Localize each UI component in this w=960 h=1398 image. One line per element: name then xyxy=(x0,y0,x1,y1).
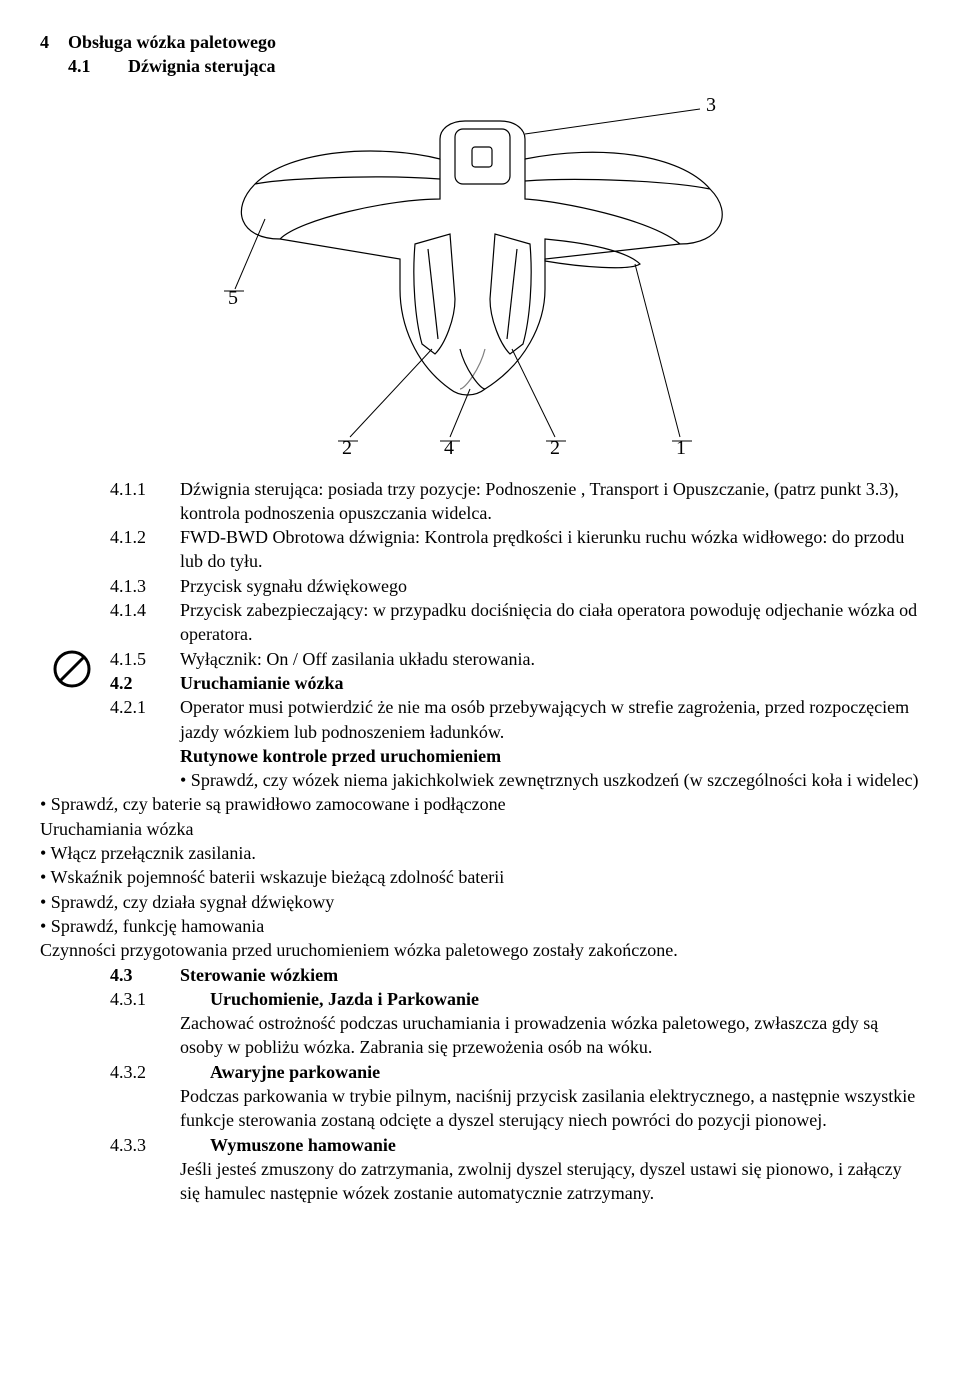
section-41-header: 4.1 Dźwignia sterująca xyxy=(68,54,920,78)
prohibition-icon xyxy=(52,649,94,695)
item-432-title: Awaryjne parkowanie xyxy=(210,1060,920,1084)
item-412-num: 4.1.2 xyxy=(110,525,180,574)
section-4-title: Obsługa wózka paletowego xyxy=(68,30,920,54)
item-413-txt: Przycisk sygnału dźwiękowego xyxy=(180,574,920,598)
callout-3: 3 xyxy=(706,94,716,116)
callout-2l: 2 xyxy=(342,437,352,459)
start-bullet-3: • Sprawdź, czy działa sygnał dźwiękowy xyxy=(40,890,920,914)
prohibit-row: 4.1.5 Wyłącznik: On / Off zasilania ukła… xyxy=(40,647,920,793)
item-432-header: 4.3.2 Awaryjne parkowanie xyxy=(110,1060,920,1084)
item-431-title: Uruchomienie, Jazda i Parkowanie xyxy=(210,987,920,1011)
item-421-num: 4.2.1 xyxy=(110,695,180,744)
callout-2r: 2 xyxy=(550,437,560,459)
item-415-txt: Wyłącznik: On / Off zasilania układu ste… xyxy=(180,647,920,671)
item-432-txt: Podczas parkowania w trybie pilnym, naci… xyxy=(180,1084,920,1133)
section-4-number: 4 xyxy=(40,30,68,54)
section-4-header: 4 Obsługa wózka paletowego xyxy=(40,30,920,54)
item-414-num: 4.1.4 xyxy=(110,598,180,647)
item-433-num: 4.3.3 xyxy=(110,1133,210,1157)
item-413: 4.1.3 Przycisk sygnału dźwiękowego xyxy=(110,574,920,598)
callout-1: 1 xyxy=(676,437,686,459)
item-411-txt: Dźwignia sterująca: posiada trzy pozycje… xyxy=(180,477,920,526)
section-43-title: Sterowanie wózkiem xyxy=(180,963,920,987)
start-bullet-1: • Włącz przełącznik zasilania. xyxy=(40,841,920,865)
item-431-txt: Zachować ostrożność podczas uruchamiania… xyxy=(180,1011,920,1060)
callout-5: 5 xyxy=(228,287,238,309)
start-title: Uruchamiania wózka xyxy=(40,817,920,841)
item-433-title: Wymuszone hamowanie xyxy=(210,1133,920,1157)
routine-bullet-1: • Sprawdź, czy wózek niema jakichkolwiek… xyxy=(180,768,920,792)
item-433-header: 4.3.3 Wymuszone hamowanie xyxy=(110,1133,920,1157)
item-411-num: 4.1.1 xyxy=(110,477,180,526)
item-415-num: 4.1.5 xyxy=(110,647,180,671)
item-421: 4.2.1 Operator musi potwierdzić że nie m… xyxy=(110,695,920,744)
item-414: 4.1.4 Przycisk zabezpieczający: w przypa… xyxy=(110,598,920,647)
item-413-num: 4.1.3 xyxy=(110,574,180,598)
routine-title: Rutynowe kontrole przed uruchomieniem xyxy=(180,744,920,768)
section-41-title: Dźwignia sterująca xyxy=(128,54,920,78)
section-43-num: 4.3 xyxy=(110,963,180,987)
item-431-header: 4.3.1 Uruchomienie, Jazda i Parkowanie xyxy=(110,987,920,1011)
section-42-header: 4.2 Uruchamianie wózka xyxy=(110,671,920,695)
item-412-txt: FWD-BWD Obrotowa dźwignia: Kontrola pręd… xyxy=(180,525,920,574)
section-42-num: 4.2 xyxy=(110,671,180,695)
prep-done: Czynności przygotowania przed uruchomien… xyxy=(40,938,920,962)
tiller-head-figure: 5 3 2 4 2 1 xyxy=(200,89,760,459)
section-42-title: Uruchamianie wózka xyxy=(180,671,920,695)
item-432-num: 4.3.2 xyxy=(110,1060,210,1084)
item-411: 4.1.1 Dźwignia sterująca: posiada trzy p… xyxy=(110,477,920,526)
item-431-num: 4.3.1 xyxy=(110,987,210,1011)
start-bullet-2: • Wskaźnik pojemność baterii wskazuje bi… xyxy=(40,865,920,889)
item-415: 4.1.5 Wyłącznik: On / Off zasilania ukła… xyxy=(110,647,920,671)
section-43-header: 4.3 Sterowanie wózkiem xyxy=(110,963,920,987)
item-412: 4.1.2 FWD-BWD Obrotowa dźwignia: Kontrol… xyxy=(110,525,920,574)
callout-4: 4 xyxy=(444,437,454,459)
item-421-txt: Operator musi potwierdzić że nie ma osób… xyxy=(180,695,920,744)
section-41-number: 4.1 xyxy=(68,54,128,78)
routine-bullet-2: • Sprawdź, czy baterie są prawidłowo zam… xyxy=(40,792,920,816)
item-414-txt: Przycisk zabezpieczający: w przypadku do… xyxy=(180,598,920,647)
item-433-txt: Jeśli jesteś zmuszony do zatrzymania, zw… xyxy=(180,1157,920,1206)
start-bullet-4: • Sprawdź, funkcję hamowania xyxy=(40,914,920,938)
